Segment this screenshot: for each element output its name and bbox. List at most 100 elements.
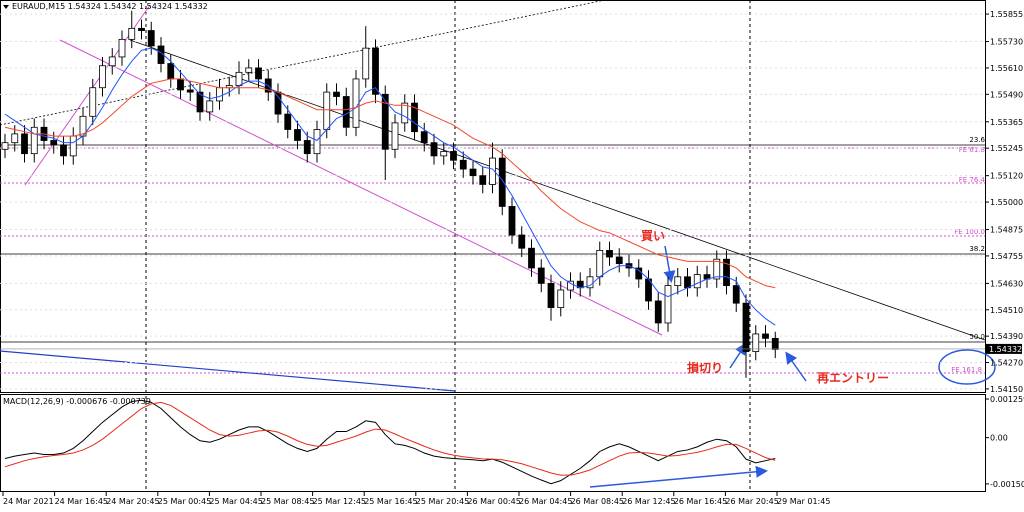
candle-body <box>294 129 301 141</box>
annotation: 再エントリー <box>817 371 889 385</box>
candle-body <box>118 38 126 58</box>
candle-body <box>498 157 506 207</box>
candle-body <box>186 89 194 93</box>
y-tick-label: 1.55490 <box>990 90 1023 99</box>
candle-body <box>381 93 389 150</box>
series-line <box>4 401 776 476</box>
y-tick-label: 1.55365 <box>990 118 1023 127</box>
x-tick-label: 29 Mar 01:45 <box>777 497 830 506</box>
layout: 23.6 FE 61.8 FE 76.4 FE 100.0 38.2 50.0 … <box>0 0 996 492</box>
x-tick-label: 25 Mar 04:45 <box>209 497 262 506</box>
candle-body <box>50 140 58 146</box>
x-tick-label: 25 Mar 00:45 <box>158 497 211 506</box>
candle-body <box>362 47 370 80</box>
candle-body <box>557 289 565 308</box>
x-tick-label: 26 Mar 04:45 <box>519 497 572 506</box>
x-tick-label: 26 Mar 20:45 <box>725 497 778 506</box>
candle-body <box>196 91 204 113</box>
candle-body <box>21 133 28 155</box>
x-tick-label: 25 Mar 20:45 <box>416 497 469 506</box>
candle-body <box>323 91 331 130</box>
candle-body <box>401 102 409 124</box>
candle-body <box>11 133 19 144</box>
candle-body <box>469 168 477 177</box>
candle-body <box>352 78 360 128</box>
chart-title: EURAUD,M15 1.54324 1.54342 1.54324 1.543… <box>12 2 208 11</box>
candle-body <box>518 234 526 249</box>
arrow <box>589 465 768 488</box>
candle-body <box>284 113 292 130</box>
candle-body <box>723 258 730 286</box>
candle-body <box>489 157 496 185</box>
candle-body <box>303 140 311 155</box>
fib-label: FE 161.8 <box>951 366 982 374</box>
candle-body <box>147 30 155 47</box>
y-tick-label: 1.55730 <box>990 38 1023 47</box>
annotation: 買い <box>641 229 665 243</box>
y-tick-label: 1.54875 <box>990 226 1023 235</box>
candle-body <box>167 63 175 80</box>
candle-body <box>99 65 106 89</box>
y-tick-label: 1.54390 <box>990 332 1023 341</box>
series-line <box>4 47 776 326</box>
candle-body <box>440 151 448 157</box>
candle-body <box>60 144 67 157</box>
candle-body <box>547 282 555 308</box>
candle-body <box>342 96 350 128</box>
y-tick-label: 1.55610 <box>990 64 1023 73</box>
candle-body <box>430 142 438 157</box>
candle-body <box>313 129 321 155</box>
candle-body <box>177 78 184 91</box>
candle-body <box>255 67 262 80</box>
candle-body <box>732 285 740 304</box>
candle-body <box>567 280 574 291</box>
fib-label: FE 61.8 <box>959 146 985 154</box>
y-tick-label: 1.54755 <box>990 252 1023 261</box>
candle-body <box>420 131 428 144</box>
candle-body <box>450 151 457 161</box>
candle-body <box>508 206 516 236</box>
candle-body <box>235 71 243 86</box>
candle-body <box>713 258 721 280</box>
x-tick-label: 26 Mar 08:45 <box>571 497 624 506</box>
candle-body <box>128 27 136 40</box>
macd-frame <box>0 394 986 492</box>
candle-body <box>664 285 672 324</box>
candle-body <box>30 126 38 155</box>
fib-label: 23.6 <box>969 136 985 144</box>
candle-body <box>693 274 701 289</box>
x-tick-label: 24 Mar 2021 <box>3 497 54 506</box>
highlight-circle <box>938 349 996 385</box>
candle-body <box>89 87 97 117</box>
candle-body <box>69 135 77 157</box>
candle-body <box>537 267 545 284</box>
macd-title: MACD(12,26,9) -0.000676 -0.000739 <box>3 397 151 406</box>
candle-body <box>459 159 467 170</box>
series-line <box>4 78 776 289</box>
candle-body <box>372 47 379 95</box>
candle-body <box>1 142 9 150</box>
trend-line <box>0 350 456 392</box>
candle-body <box>333 91 340 97</box>
main-frame <box>0 0 986 393</box>
fib-label: 38.2 <box>969 245 985 253</box>
y-tick-label: 1.55245 <box>990 144 1023 153</box>
trend-line <box>59 39 663 336</box>
candle-body <box>245 67 253 73</box>
y-tick-label: 0.001259 <box>990 395 1024 404</box>
x-tick-label: 26 Mar 16:45 <box>674 497 727 506</box>
y-tick-label: 1.54150 <box>990 385 1023 394</box>
arrow <box>785 351 807 382</box>
x-tick-label: 26 Mar 12:45 <box>622 497 675 506</box>
y-tick-label: -0.001506 <box>990 480 1024 489</box>
y-tick-label: 1.54510 <box>990 306 1023 315</box>
candle-body <box>674 276 682 286</box>
fib-label: 50.0 <box>969 333 985 341</box>
x-tick-label: 26 Mar 00:45 <box>467 497 520 506</box>
series-line <box>4 399 776 485</box>
y-tick-label: 0.00 <box>990 434 1008 443</box>
candle-body <box>752 333 760 352</box>
candle-body <box>411 102 418 133</box>
x-tick-label: 25 Mar 12:45 <box>313 497 366 506</box>
